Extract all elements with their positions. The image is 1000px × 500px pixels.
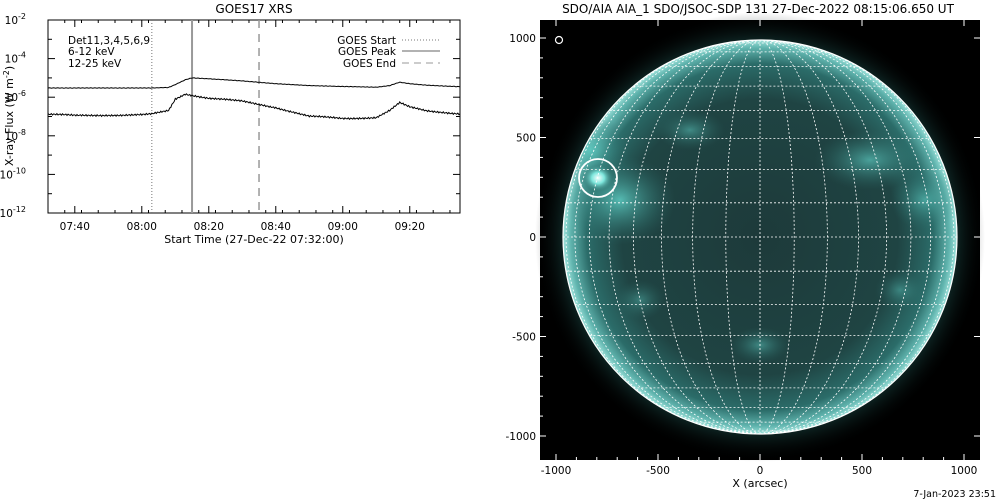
aia-xtick-label: 1000 [951,465,978,477]
flare-legend-label: AIA flare location [567,36,652,47]
goes-series-line-1 [48,77,460,89]
goes-panel: GOES17 XRS 10-2 10-4 10-6 10-8 10-10 10-12 07… [0,2,461,246]
legend-goes-start: GOES Start [337,35,396,47]
heliographic-grid [563,40,957,434]
aia-ytick-label: -500 [512,332,536,344]
grid-longitude-line [759,40,795,434]
goes-xtick-label: 08:20 [194,221,224,233]
legend-goes-end: GOES End [343,58,396,70]
aia-y-axis: 1000 500 0 -500 -1000 [505,33,980,443]
goes-ytick-label: 10-6 [5,89,26,104]
goes-title: GOES17 XRS [215,2,292,16]
aia-panel: SDO/AIA AIA_1 SDO/JSOC-SDP 131 27-Dec-20… [505,2,996,500]
aia-xtick-label: -500 [646,465,670,477]
aia-ytick-label: -1000 [505,431,536,443]
limb-outline [562,39,958,435]
grid-longitude-line [588,40,761,434]
goes-xtick-label: 08:00 [127,221,157,233]
goes-ytick-label: 10-2 [5,12,26,27]
aia-ytick-label: 0 [529,232,536,244]
goes-y-label: X-ray Flux (W m-2) [2,66,16,166]
aia-ytick-label: 1000 [509,33,536,45]
grid-longitude-line [632,40,761,434]
grid-longitude-line [608,40,761,434]
grid-longitude-line [759,40,932,434]
goes-xtick-label: 08:40 [261,221,291,233]
goes-event-markers [151,20,260,213]
goes-ytick-label: 10-10 [0,166,26,181]
grid-longitude-line [759,40,859,434]
goes-ytick-label: 10-4 [5,51,26,66]
legend-goes-peak: GOES Peak [338,46,397,58]
goes-series-line-2 [48,93,460,121]
grid-longitude-line [759,40,946,434]
plot-timestamp: 7-Jan-2023 23:51 [913,489,996,500]
flare-legend-symbol [554,35,564,45]
goes-series-group [48,77,460,121]
goes-xtick-label: 09:00 [328,221,358,233]
aia-x-label: X (arcsec) [732,477,787,490]
channel-label-12-25: 12-25 keV [68,58,122,70]
goes-y-axis: 10-2 10-4 10-6 10-8 10-10 10-12 [0,12,460,220]
goes-x-label: Start Time (27-Dec-22 07:32:00) [164,233,344,246]
aia-x-axis: -1000 -500 0 500 1000 [541,20,978,477]
flare-location-circle [578,158,618,198]
goes-xtick-label: 07:40 [60,221,90,233]
aia-xtick-label: 500 [852,465,872,477]
aia-ytick-label: 500 [516,133,536,145]
goes-ytick-label: 10-8 [5,128,26,143]
channel-label-6-12: 6-12 keV [68,46,115,58]
channel-label-det: Det11,3,4,5,6,9 [68,35,150,47]
grid-longitude-line [759,40,955,434]
goes-marker-legend: GOES Start GOES Peak GOES End [337,35,440,70]
aia-xtick-label: -1000 [541,465,572,477]
aia-title: SDO/AIA AIA_1 SDO/JSOC-SDP 131 27-Dec-20… [562,2,955,16]
goes-ytick-label: 10-12 [0,205,26,220]
goes-xtick-label: 09:20 [395,221,425,233]
aia-xtick-label: 0 [757,465,764,477]
goes-x-axis: 07:40 08:00 08:20 08:40 09:00 09:20 [47,20,451,233]
